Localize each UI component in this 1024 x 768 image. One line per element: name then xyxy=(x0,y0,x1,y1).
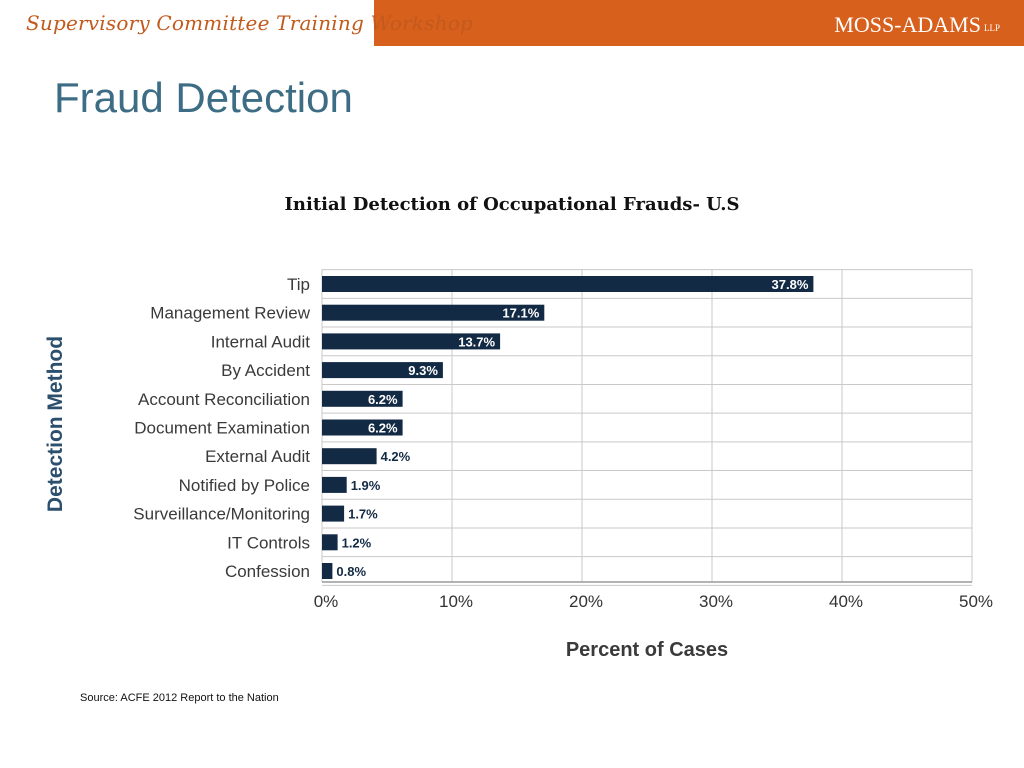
x-axis-title: Percent of Cases xyxy=(566,639,728,661)
bar xyxy=(322,276,814,292)
bar xyxy=(322,505,345,522)
data-label: 9.3% xyxy=(408,363,438,378)
data-label: 13.7% xyxy=(458,334,495,349)
x-tick-label: 0% xyxy=(314,592,339,611)
category-label: Management Review xyxy=(150,304,310,323)
data-label: 1.9% xyxy=(351,478,381,493)
bar xyxy=(322,390,403,407)
bar xyxy=(322,534,338,551)
brand-suffix: LLP xyxy=(983,23,1000,33)
page-title: Fraud Detection xyxy=(54,74,353,121)
data-label: 1.7% xyxy=(348,507,378,522)
brand-name: MOSS-ADAMS xyxy=(834,12,981,37)
bar xyxy=(322,476,347,493)
bar xyxy=(322,333,501,350)
data-label: 37.8% xyxy=(772,277,809,292)
chart-title: Initial Detection of Occupational Frauds… xyxy=(284,194,740,215)
x-tick-label: 40% xyxy=(829,592,863,611)
x-tick-label: 50% xyxy=(959,592,993,611)
data-label: 4.2% xyxy=(381,449,411,464)
header-banner-right xyxy=(374,0,1024,46)
x-tick-label: 30% xyxy=(699,592,733,611)
data-label: 6.2% xyxy=(368,421,398,436)
source-note: Source: ACFE 2012 Report to the Nation xyxy=(80,692,279,704)
bar xyxy=(322,419,403,436)
category-label: Internal Audit xyxy=(211,332,311,351)
category-label: By Accident xyxy=(221,361,310,380)
category-label: External Audit xyxy=(205,447,310,466)
category-label: Surveillance/Monitoring xyxy=(133,505,310,524)
category-label: Confession xyxy=(225,562,310,581)
category-label: Tip xyxy=(287,275,310,294)
category-label: Notified by Police xyxy=(179,476,310,495)
category-label: Document Examination xyxy=(134,419,310,438)
data-label: 0.8% xyxy=(336,564,366,579)
x-tick-label: 10% xyxy=(439,592,473,611)
data-label: 6.2% xyxy=(368,392,398,407)
category-label: IT Controls xyxy=(227,533,310,552)
x-tick-label: 20% xyxy=(569,592,603,611)
data-label: 17.1% xyxy=(502,306,539,321)
brand-logo: MOSS-ADAMS LLP xyxy=(834,12,1000,38)
category-label: Account Reconciliation xyxy=(138,390,310,409)
bar xyxy=(322,563,333,579)
workshop-title: Supervisory Committee Training Workshop xyxy=(26,11,474,35)
bar xyxy=(322,448,377,465)
header-banner-left xyxy=(0,0,374,46)
y-axis-title: Detection Method xyxy=(44,336,67,512)
data-label: 1.2% xyxy=(342,535,372,550)
bar xyxy=(322,304,545,321)
bar xyxy=(322,362,443,379)
